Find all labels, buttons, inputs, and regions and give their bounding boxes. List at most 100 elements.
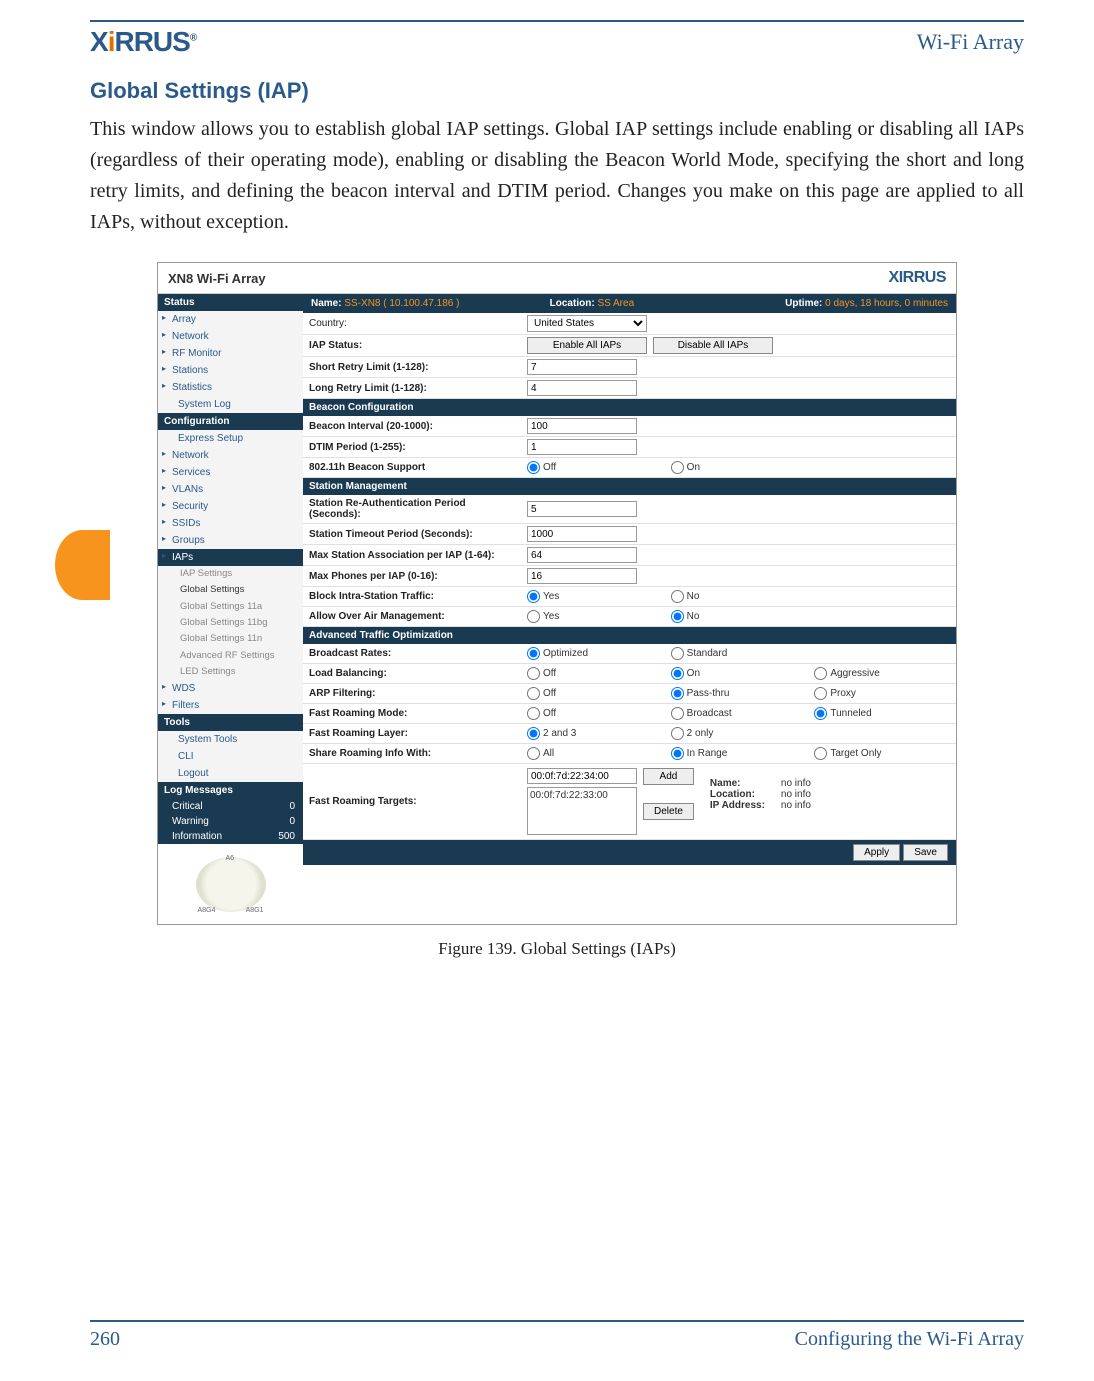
share-roam-target[interactable]: Target Only	[814, 747, 952, 760]
disable-all-button[interactable]: Disable All IAPs	[653, 337, 773, 354]
broadcast-optimized[interactable]: Optimized	[527, 647, 665, 660]
beacon-support-label: 802.11h Beacon Support	[303, 459, 523, 476]
block-intra-yes[interactable]: Yes	[527, 590, 665, 603]
sidebar-item-cli[interactable]: CLI	[158, 748, 303, 765]
share-roam-inrange[interactable]: In Range	[671, 747, 809, 760]
sidebar-item-express[interactable]: Express Setup	[158, 430, 303, 447]
over-air-no[interactable]: No	[671, 610, 809, 623]
sidebar-sub-iap-settings[interactable]: IAP Settings	[158, 566, 303, 582]
sidebar-item-systools[interactable]: System Tools	[158, 731, 303, 748]
no-label-2: No	[687, 611, 700, 622]
sidebar-item-systemlog[interactable]: System Log	[158, 396, 303, 413]
sidebar-item-filters[interactable]: Filters	[158, 697, 303, 714]
broadcast-standard[interactable]: Standard	[671, 647, 809, 660]
status-loc-value: SS Area	[597, 298, 634, 309]
arp-off[interactable]: Off	[527, 687, 665, 700]
load-bal-aggressive[interactable]: Aggressive	[814, 667, 952, 680]
sidebar-log-header: Log Messages	[158, 782, 303, 799]
targets-label: Fast Roaming Targets:	[303, 793, 523, 810]
beacon-interval-input[interactable]	[527, 418, 637, 434]
log-info-value: 500	[278, 831, 295, 842]
sidebar-item-stations[interactable]: Stations	[158, 362, 303, 379]
log-warning-label: Warning	[172, 816, 209, 827]
over-air-label: Allow Over Air Management:	[303, 608, 523, 625]
on-label: On	[687, 462, 700, 473]
sidebar-item-security[interactable]: Security	[158, 498, 303, 515]
sidebar-item-network[interactable]: Network	[158, 328, 303, 345]
sidebar-sub-led[interactable]: LED Settings	[158, 664, 303, 680]
load-bal-on[interactable]: On	[671, 667, 809, 680]
sidebar-item-services[interactable]: Services	[158, 464, 303, 481]
roam-layer-23[interactable]: 2 and 3	[527, 727, 665, 740]
sidebar-item-ssids[interactable]: SSIDs	[158, 515, 303, 532]
beacon-support-off[interactable]: Off	[527, 461, 665, 474]
sidebar-sub-11a[interactable]: Global Settings 11a	[158, 599, 303, 615]
save-button[interactable]: Save	[903, 844, 948, 861]
sidebar-sub-11bg[interactable]: Global Settings 11bg	[158, 615, 303, 631]
block-intra-no[interactable]: No	[671, 590, 809, 603]
reauth-input[interactable]	[527, 501, 637, 517]
country-select[interactable]: United States	[527, 315, 647, 332]
sidebar-item-array[interactable]: Array	[158, 311, 303, 328]
xirrus-logo: XiRRUS®	[90, 26, 196, 58]
max-phones-input[interactable]	[527, 568, 637, 584]
sidebar-item-rfmonitor[interactable]: RF Monitor	[158, 345, 303, 362]
delete-target-button[interactable]: Delete	[643, 803, 694, 820]
adv-section-header: Advanced Traffic Optimization	[303, 627, 956, 644]
beacon-support-on[interactable]: On	[671, 461, 809, 474]
apply-button[interactable]: Apply	[853, 844, 900, 861]
block-intra-label: Block Intra-Station Traffic:	[303, 588, 523, 605]
device-label-right: A8G1	[246, 907, 264, 914]
roam-mode-off[interactable]: Off	[527, 707, 665, 720]
short-retry-input[interactable]	[527, 359, 637, 375]
sidebar-item-cfg-network[interactable]: Network	[158, 447, 303, 464]
page-header: XiRRUS® Wi-Fi Array	[90, 20, 1024, 58]
sidebar-item-iaps[interactable]: IAPs	[158, 549, 303, 566]
enable-all-button[interactable]: Enable All IAPs	[527, 337, 647, 354]
long-retry-label: Long Retry Limit (1-128):	[303, 380, 523, 397]
max-phones-label: Max Phones per IAP (0-16):	[303, 568, 523, 585]
sidebar-item-logout[interactable]: Logout	[158, 765, 303, 782]
no-label: No	[687, 591, 700, 602]
reauth-label: Station Re-Authentication Period (Second…	[303, 495, 523, 523]
log-info-label: Information	[172, 831, 222, 842]
add-target-button[interactable]: Add	[643, 768, 694, 785]
roam-layer-label: Fast Roaming Layer:	[303, 725, 523, 742]
iap-status-label: IAP Status:	[303, 337, 523, 354]
aggressive-label: Aggressive	[830, 668, 879, 679]
sidebar-sub-advrf[interactable]: Advanced RF Settings	[158, 648, 303, 664]
arp-proxy[interactable]: Proxy	[814, 687, 952, 700]
arp-passthru[interactable]: Pass-thru	[671, 687, 809, 700]
status-up-value: 0 days, 18 hours, 0 minutes	[825, 298, 948, 309]
status-bar: Name: SS-XN8 ( 10.100.47.186 ) Location:…	[303, 294, 956, 313]
footer-chapter: Configuring the Wi-Fi Array	[795, 1328, 1024, 1351]
sidebar-sub-global[interactable]: Global Settings	[158, 582, 303, 598]
all-label: All	[543, 748, 554, 759]
sidebar-sub-11n[interactable]: Global Settings 11n	[158, 631, 303, 647]
over-air-yes[interactable]: Yes	[527, 610, 665, 623]
target-input[interactable]	[527, 768, 637, 784]
sidebar-item-vlans[interactable]: VLANs	[158, 481, 303, 498]
timeout-input[interactable]	[527, 526, 637, 542]
timeout-label: Station Timeout Period (Seconds):	[303, 526, 523, 543]
roam-mode-broadcast[interactable]: Broadcast	[671, 707, 809, 720]
page-footer: 260 Configuring the Wi-Fi Array	[90, 1320, 1024, 1351]
station-section-header: Station Management	[303, 478, 956, 495]
info-loc-label: Location:	[710, 789, 775, 800]
yes-label: Yes	[543, 591, 559, 602]
log-critical-label: Critical	[172, 801, 203, 812]
sidebar-item-groups[interactable]: Groups	[158, 532, 303, 549]
roam-layer-2[interactable]: 2 only	[671, 727, 809, 740]
max-assoc-label: Max Station Association per IAP (1-64):	[303, 547, 523, 564]
sidebar-item-statistics[interactable]: Statistics	[158, 379, 303, 396]
beacon-interval-label: Beacon Interval (20-1000):	[303, 418, 523, 435]
share-roam-all[interactable]: All	[527, 747, 665, 760]
roam-mode-tunneled[interactable]: Tunneled	[814, 707, 952, 720]
load-bal-off[interactable]: Off	[527, 667, 665, 680]
targets-list[interactable]: 00:0f:7d:22:33:00	[527, 787, 637, 835]
dtim-label: DTIM Period (1-255):	[303, 439, 523, 456]
dtim-input[interactable]	[527, 439, 637, 455]
long-retry-input[interactable]	[527, 380, 637, 396]
max-assoc-input[interactable]	[527, 547, 637, 563]
sidebar-item-wds[interactable]: WDS	[158, 680, 303, 697]
